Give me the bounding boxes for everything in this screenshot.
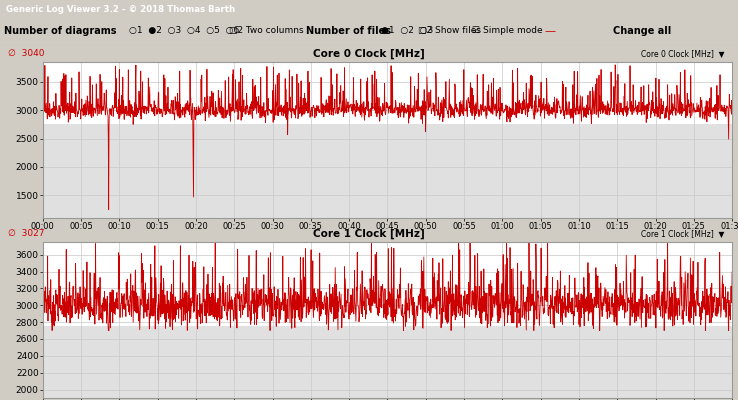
- Text: Change all: Change all: [613, 26, 671, 36]
- Text: Core 1 Clock [MHz]: Core 1 Clock [MHz]: [313, 229, 425, 239]
- Text: ∅  3027: ∅ 3027: [8, 230, 44, 238]
- Text: Core 1 Clock [MHz]  ▼: Core 1 Clock [MHz] ▼: [641, 230, 725, 238]
- Bar: [43, 326, 732, 398]
- Text: Generic Log Viewer 3.2 - © 2018 Thomas Barth: Generic Log Viewer 3.2 - © 2018 Thomas B…: [6, 5, 235, 14]
- Text: Core 0 Clock [MHz]  ▼: Core 0 Clock [MHz] ▼: [641, 50, 725, 58]
- Text: ☑ Simple mode: ☑ Simple mode: [472, 26, 543, 35]
- Text: Number of files: Number of files: [306, 26, 391, 36]
- Text: □2 Two columns: □2 Two columns: [229, 26, 303, 35]
- Text: ○1  ●2  ○3  ○4  ○5  ○6: ○1 ●2 ○3 ○4 ○5 ○6: [129, 26, 239, 35]
- Text: ●1  ○2  ○3: ●1 ○2 ○3: [381, 26, 433, 35]
- Text: □2 Show files: □2 Show files: [418, 26, 481, 35]
- Bar: [43, 124, 732, 218]
- Text: —: —: [545, 26, 556, 36]
- Text: Core 0 Clock [MHz]: Core 0 Clock [MHz]: [313, 49, 425, 59]
- Text: ∅  3040: ∅ 3040: [8, 50, 44, 58]
- Text: Number of diagrams: Number of diagrams: [4, 26, 116, 36]
